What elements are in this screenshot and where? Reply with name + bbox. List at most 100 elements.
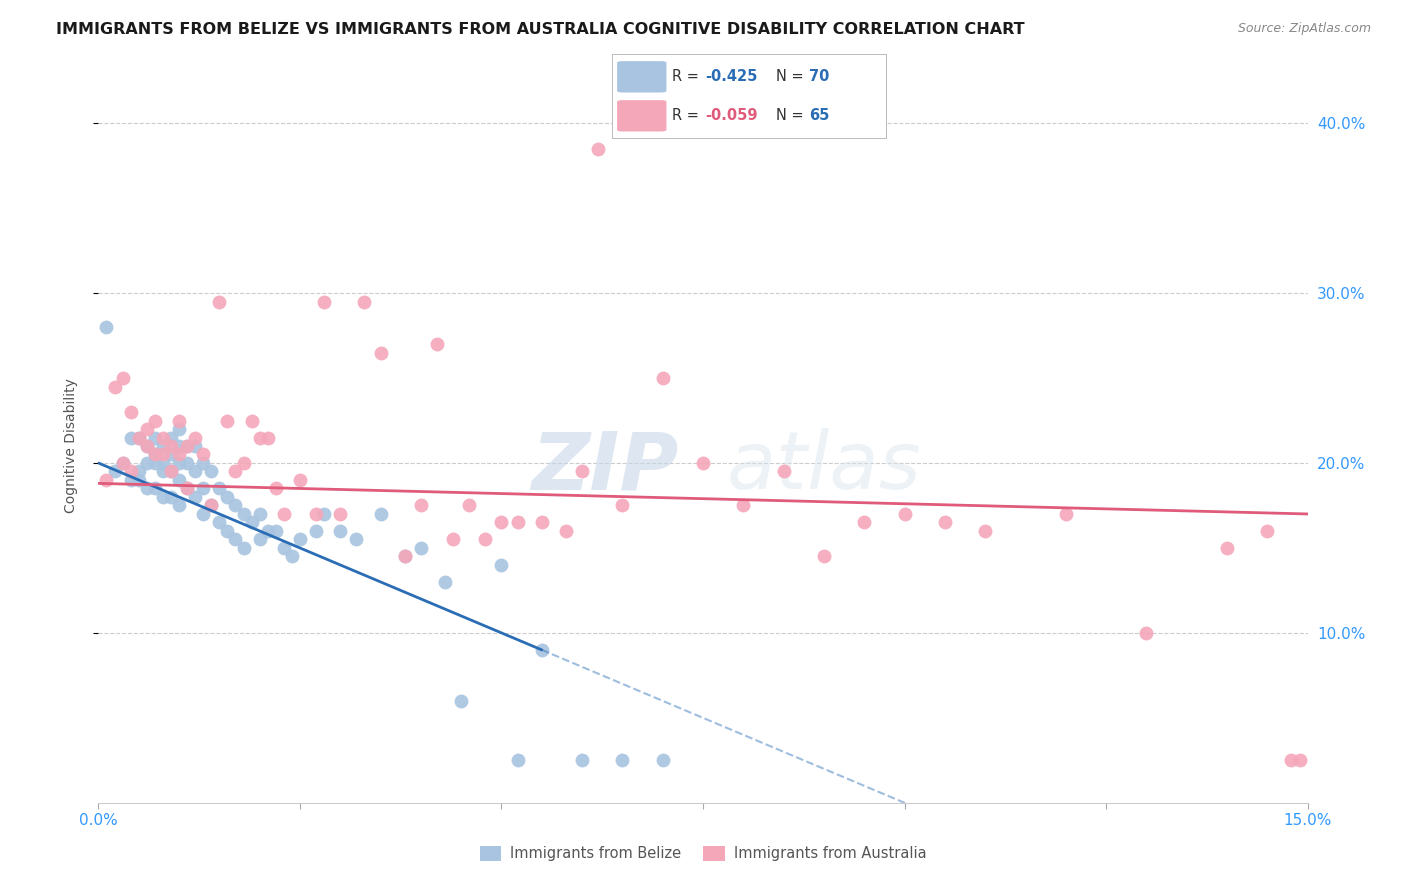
Point <box>1135 626 1157 640</box>
Text: atlas: atlas <box>727 428 922 507</box>
Point <box>160 490 183 504</box>
Point <box>160 465 183 479</box>
Point <box>249 507 271 521</box>
Text: N =: N = <box>776 108 808 123</box>
Point <box>249 533 271 547</box>
Point <box>651 753 673 767</box>
Point <box>224 533 246 547</box>
Point <box>103 465 125 479</box>
Point <box>128 430 150 444</box>
Point <box>120 430 142 444</box>
Point <box>934 516 956 530</box>
Point <box>96 473 118 487</box>
Point <box>394 549 416 564</box>
Point <box>506 516 529 530</box>
Point <box>288 533 311 547</box>
Point <box>160 448 183 462</box>
Text: ZIP: ZIP <box>531 428 679 507</box>
Point <box>612 499 634 513</box>
Text: R =: R = <box>672 108 703 123</box>
Point <box>160 465 183 479</box>
Point <box>152 465 174 479</box>
Point <box>224 465 246 479</box>
Point <box>143 448 166 462</box>
Point <box>200 499 222 513</box>
Point <box>176 482 198 496</box>
Point <box>167 413 190 427</box>
Point <box>184 465 207 479</box>
Text: -0.425: -0.425 <box>704 69 758 84</box>
Point <box>167 499 190 513</box>
Point <box>329 507 352 521</box>
Point <box>135 456 157 470</box>
Point <box>394 549 416 564</box>
Point <box>329 524 352 538</box>
Point <box>111 456 134 470</box>
Point <box>143 430 166 444</box>
Text: R =: R = <box>672 69 703 84</box>
Text: Source: ZipAtlas.com: Source: ZipAtlas.com <box>1237 22 1371 36</box>
Point <box>491 558 513 572</box>
Point <box>240 516 263 530</box>
Point <box>96 320 118 334</box>
Point <box>208 482 231 496</box>
Point <box>1216 541 1239 555</box>
Point <box>208 516 231 530</box>
Point <box>217 413 239 427</box>
Point <box>193 507 215 521</box>
Point <box>135 422 157 436</box>
Point <box>143 413 166 427</box>
Point <box>530 643 553 657</box>
Point <box>692 456 714 470</box>
Point <box>240 413 263 427</box>
Text: N =: N = <box>776 69 808 84</box>
Point <box>135 439 157 453</box>
Point <box>571 753 593 767</box>
Point <box>217 524 239 538</box>
Text: 65: 65 <box>808 108 830 123</box>
Point <box>853 516 876 530</box>
Point <box>281 549 304 564</box>
Y-axis label: Cognitive Disability: Cognitive Disability <box>63 378 77 514</box>
Point <box>586 142 609 156</box>
Point <box>152 430 174 444</box>
Point <box>232 541 254 555</box>
FancyBboxPatch shape <box>617 100 666 131</box>
Point <box>111 456 134 470</box>
Point <box>152 490 174 504</box>
Point <box>160 430 183 444</box>
Point <box>555 524 578 538</box>
Point <box>120 405 142 419</box>
Point <box>305 507 328 521</box>
Point <box>232 456 254 470</box>
Point <box>893 507 915 521</box>
Point <box>167 439 190 453</box>
Point <box>217 490 239 504</box>
Point <box>128 473 150 487</box>
Point <box>426 337 449 351</box>
Legend: Immigrants from Belize, Immigrants from Australia: Immigrants from Belize, Immigrants from … <box>474 839 932 867</box>
Point <box>249 430 271 444</box>
Point <box>256 524 278 538</box>
Point <box>612 753 634 767</box>
Point <box>111 371 134 385</box>
Point <box>152 448 174 462</box>
Point <box>305 524 328 538</box>
Point <box>128 465 150 479</box>
Point <box>458 499 481 513</box>
Point <box>208 294 231 309</box>
Point <box>256 430 278 444</box>
Point <box>491 516 513 530</box>
Point <box>184 430 207 444</box>
Point <box>120 473 142 487</box>
Point <box>224 499 246 513</box>
Point <box>176 439 198 453</box>
Point <box>370 345 392 359</box>
Point <box>200 465 222 479</box>
Point <box>184 490 207 504</box>
Point <box>974 524 997 538</box>
Point <box>143 448 166 462</box>
Point <box>273 541 295 555</box>
Point <box>193 482 215 496</box>
Text: -0.059: -0.059 <box>704 108 758 123</box>
